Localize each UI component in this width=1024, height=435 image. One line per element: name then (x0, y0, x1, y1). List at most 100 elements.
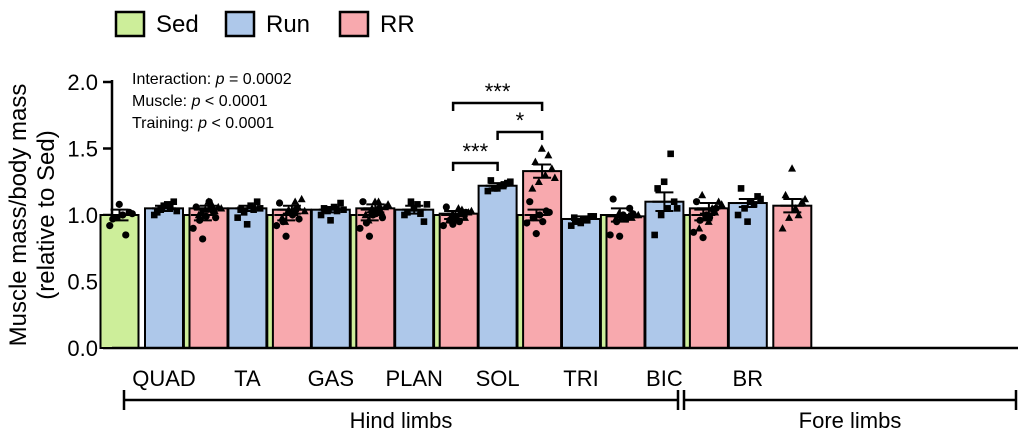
x-tick-label-quad: QUAD (132, 366, 196, 391)
point-sed-plan (365, 232, 374, 240)
x-tick-label-tri: TRI (563, 366, 598, 391)
point-sed-tri (526, 198, 534, 206)
significance-label: *** (463, 139, 489, 164)
point-rr-quad (204, 197, 213, 205)
legend-swatch-sed (114, 10, 146, 38)
point-run-quad (170, 198, 178, 205)
significance-bracket (451, 101, 544, 111)
bars-layer (99, 170, 813, 349)
x-tick-label-bic: BIC (646, 366, 683, 391)
point-sed-bic (609, 195, 617, 203)
point-run-gas (317, 211, 325, 219)
bar-run-tri (561, 217, 601, 349)
bar-rr-plan (438, 212, 479, 349)
point-sed-ta (199, 235, 207, 243)
point-run-plan (420, 218, 428, 225)
point-rr-br (778, 224, 787, 232)
point-run-gas (340, 206, 347, 213)
point-sed-br (692, 198, 701, 206)
y-axis-label-line2: (relative to Sed) (33, 130, 60, 299)
point-rr-sol (528, 184, 537, 192)
point-run-bic (660, 178, 668, 186)
point-sed-br (689, 228, 698, 236)
point-rr-gas (384, 200, 393, 208)
point-run-br (750, 201, 758, 208)
point-run-bic (664, 205, 671, 212)
point-run-quad (153, 209, 161, 216)
point-sed-plan (359, 198, 367, 206)
group-label-fore-limbs: Fore limbs (799, 408, 902, 433)
point-run-ta (253, 198, 261, 205)
y-tick-label: 1.5 (67, 137, 98, 162)
point-rr-bic (695, 224, 704, 232)
point-rr-quad (217, 204, 226, 212)
point-sed-sol (439, 222, 447, 230)
point-rr-bic (717, 200, 726, 208)
point-rr-ta (278, 213, 287, 221)
bar-rr-bic (688, 207, 729, 349)
stat-line: Training: p < 0.0001 (132, 115, 274, 132)
point-sed-bic (616, 232, 624, 240)
point-run-tri (583, 217, 591, 224)
point-rr-bic (698, 190, 707, 199)
point-run-sol (484, 187, 492, 195)
point-run-gas (337, 199, 344, 207)
point-run-plan (407, 198, 415, 205)
point-run-br (737, 185, 745, 192)
point-rr-br (785, 213, 794, 221)
point-rr-sol (537, 144, 546, 152)
point-rr-ta (297, 194, 306, 203)
point-rr-gas (371, 197, 380, 205)
point-rr-sol (534, 177, 543, 185)
bar-run-sol (477, 184, 518, 349)
point-rr-br (801, 194, 810, 203)
bar-rr-sol (522, 170, 563, 349)
point-run-br (734, 211, 742, 219)
point-run-br (757, 195, 764, 203)
point-run-quad (173, 207, 181, 215)
point-run-tri (577, 219, 585, 227)
x-tick-label-br: BR (733, 366, 764, 391)
point-rr-ta (300, 206, 309, 215)
y-tick-label: 1.0 (67, 203, 98, 228)
bar-rr-br (772, 204, 813, 349)
point-run-bic (651, 231, 658, 239)
point-sed-quad (106, 222, 114, 230)
legend-swatch-rr (338, 10, 370, 38)
point-sed-quad (122, 231, 130, 239)
point-run-quad (166, 203, 174, 211)
point-sed-gas (275, 199, 284, 207)
limb-group-brackets: Hind limbs Fore limbs (122, 390, 1018, 433)
point-run-ta (237, 206, 244, 213)
point-sed-ta (189, 224, 197, 232)
point-run-ta (240, 209, 248, 216)
point-run-ta (234, 214, 241, 221)
bar-rr-ta (271, 208, 312, 349)
point-rr-tri (611, 214, 620, 223)
y-tick-label: 0.5 (67, 270, 98, 295)
x-tick-label-sol: SOL (476, 366, 520, 391)
point-run-gas (333, 207, 341, 215)
point-rr-sol (547, 164, 556, 172)
bar-rr-quad (188, 207, 229, 349)
point-run-tri (590, 213, 598, 220)
x-tick-label-gas: GAS (308, 366, 354, 391)
point-rr-br (781, 190, 790, 199)
bar-run-gas (310, 208, 351, 349)
point-run-sol (507, 178, 514, 186)
point-run-gas (324, 207, 331, 215)
point-rr-sol (550, 173, 559, 181)
point-sed-gas (272, 222, 281, 230)
significance-bracket (496, 130, 544, 140)
point-rr-sol (531, 157, 540, 165)
point-sed-plan (356, 224, 364, 232)
point-run-sol (500, 181, 508, 188)
point-rr-sol (544, 150, 553, 159)
bar-run-ta (227, 207, 268, 349)
point-rr-ta (291, 197, 300, 205)
significance-label: *** (485, 79, 511, 104)
point-run-sol (487, 177, 495, 184)
bar-run-quad (144, 207, 184, 349)
point-run-quad (157, 206, 165, 213)
